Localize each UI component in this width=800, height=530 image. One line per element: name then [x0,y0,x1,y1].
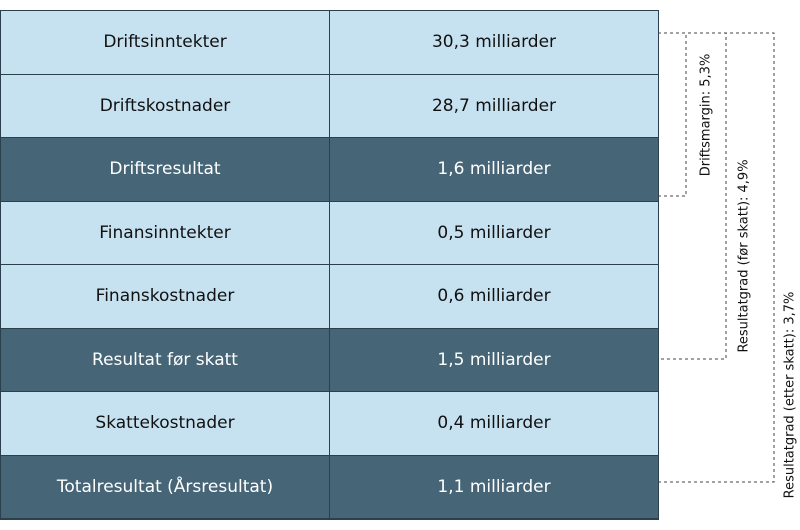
row-label: Skattekostnader [1,392,330,455]
table-row: Finanskostnader 0,6 milliarder [1,265,658,329]
table-row: Totalresultat (Årsresultat) 1,1 milliard… [1,455,658,519]
row-label: Driftsinntekter [1,11,330,74]
row-value: 0,4 milliarder [437,413,551,434]
table-row: Finansinntekter 0,5 milliarder [1,201,658,265]
row-value: 1,6 milliarder [437,159,551,180]
driftsmargin-bracket [658,32,687,197]
row-value: 1,1 milliarder [437,476,551,497]
row-label: Resultat før skatt [1,328,330,391]
resultatgrad-for-skatt-label: Resultatgrad (før skatt): 4,9% [737,159,752,352]
resultatgrad-etter-skatt-label: Resultatgrad (etter skatt): 3,7% [783,292,798,499]
resultatgrad-for-skatt-bracket [658,32,727,360]
row-label: Finanskostnader [1,265,330,328]
row-value: 1,5 milliarder [437,349,551,370]
row-label: Totalresultat (Årsresultat) [1,455,330,518]
income-statement-table: Driftsinntekter 30,3 milliarder Driftsko… [0,10,659,520]
row-label: Driftskostnader [1,74,330,137]
row-label: Finansinntekter [1,201,330,264]
row-value: 28,7 milliarder [431,95,557,116]
row-label: Driftsresultat [1,138,330,201]
table-row: Driftsinntekter 30,3 milliarder [1,11,658,75]
table-row: Driftskostnader 28,7 milliarder [1,74,658,138]
driftsmargin-label: Driftsmargin: 5,3% [699,54,714,177]
row-value: 30,3 milliarder [431,32,557,53]
row-value: 0,6 milliarder [437,286,551,307]
row-value: 0,5 milliarder [437,222,551,243]
table-row: Driftsresultat 1,6 milliarder [1,138,658,202]
resultatgrad-etter-skatt-bracket [658,32,775,483]
table-row: Skattekostnader 0,4 milliarder [1,392,658,456]
table-row: Resultat før skatt 1,5 milliarder [1,328,658,392]
